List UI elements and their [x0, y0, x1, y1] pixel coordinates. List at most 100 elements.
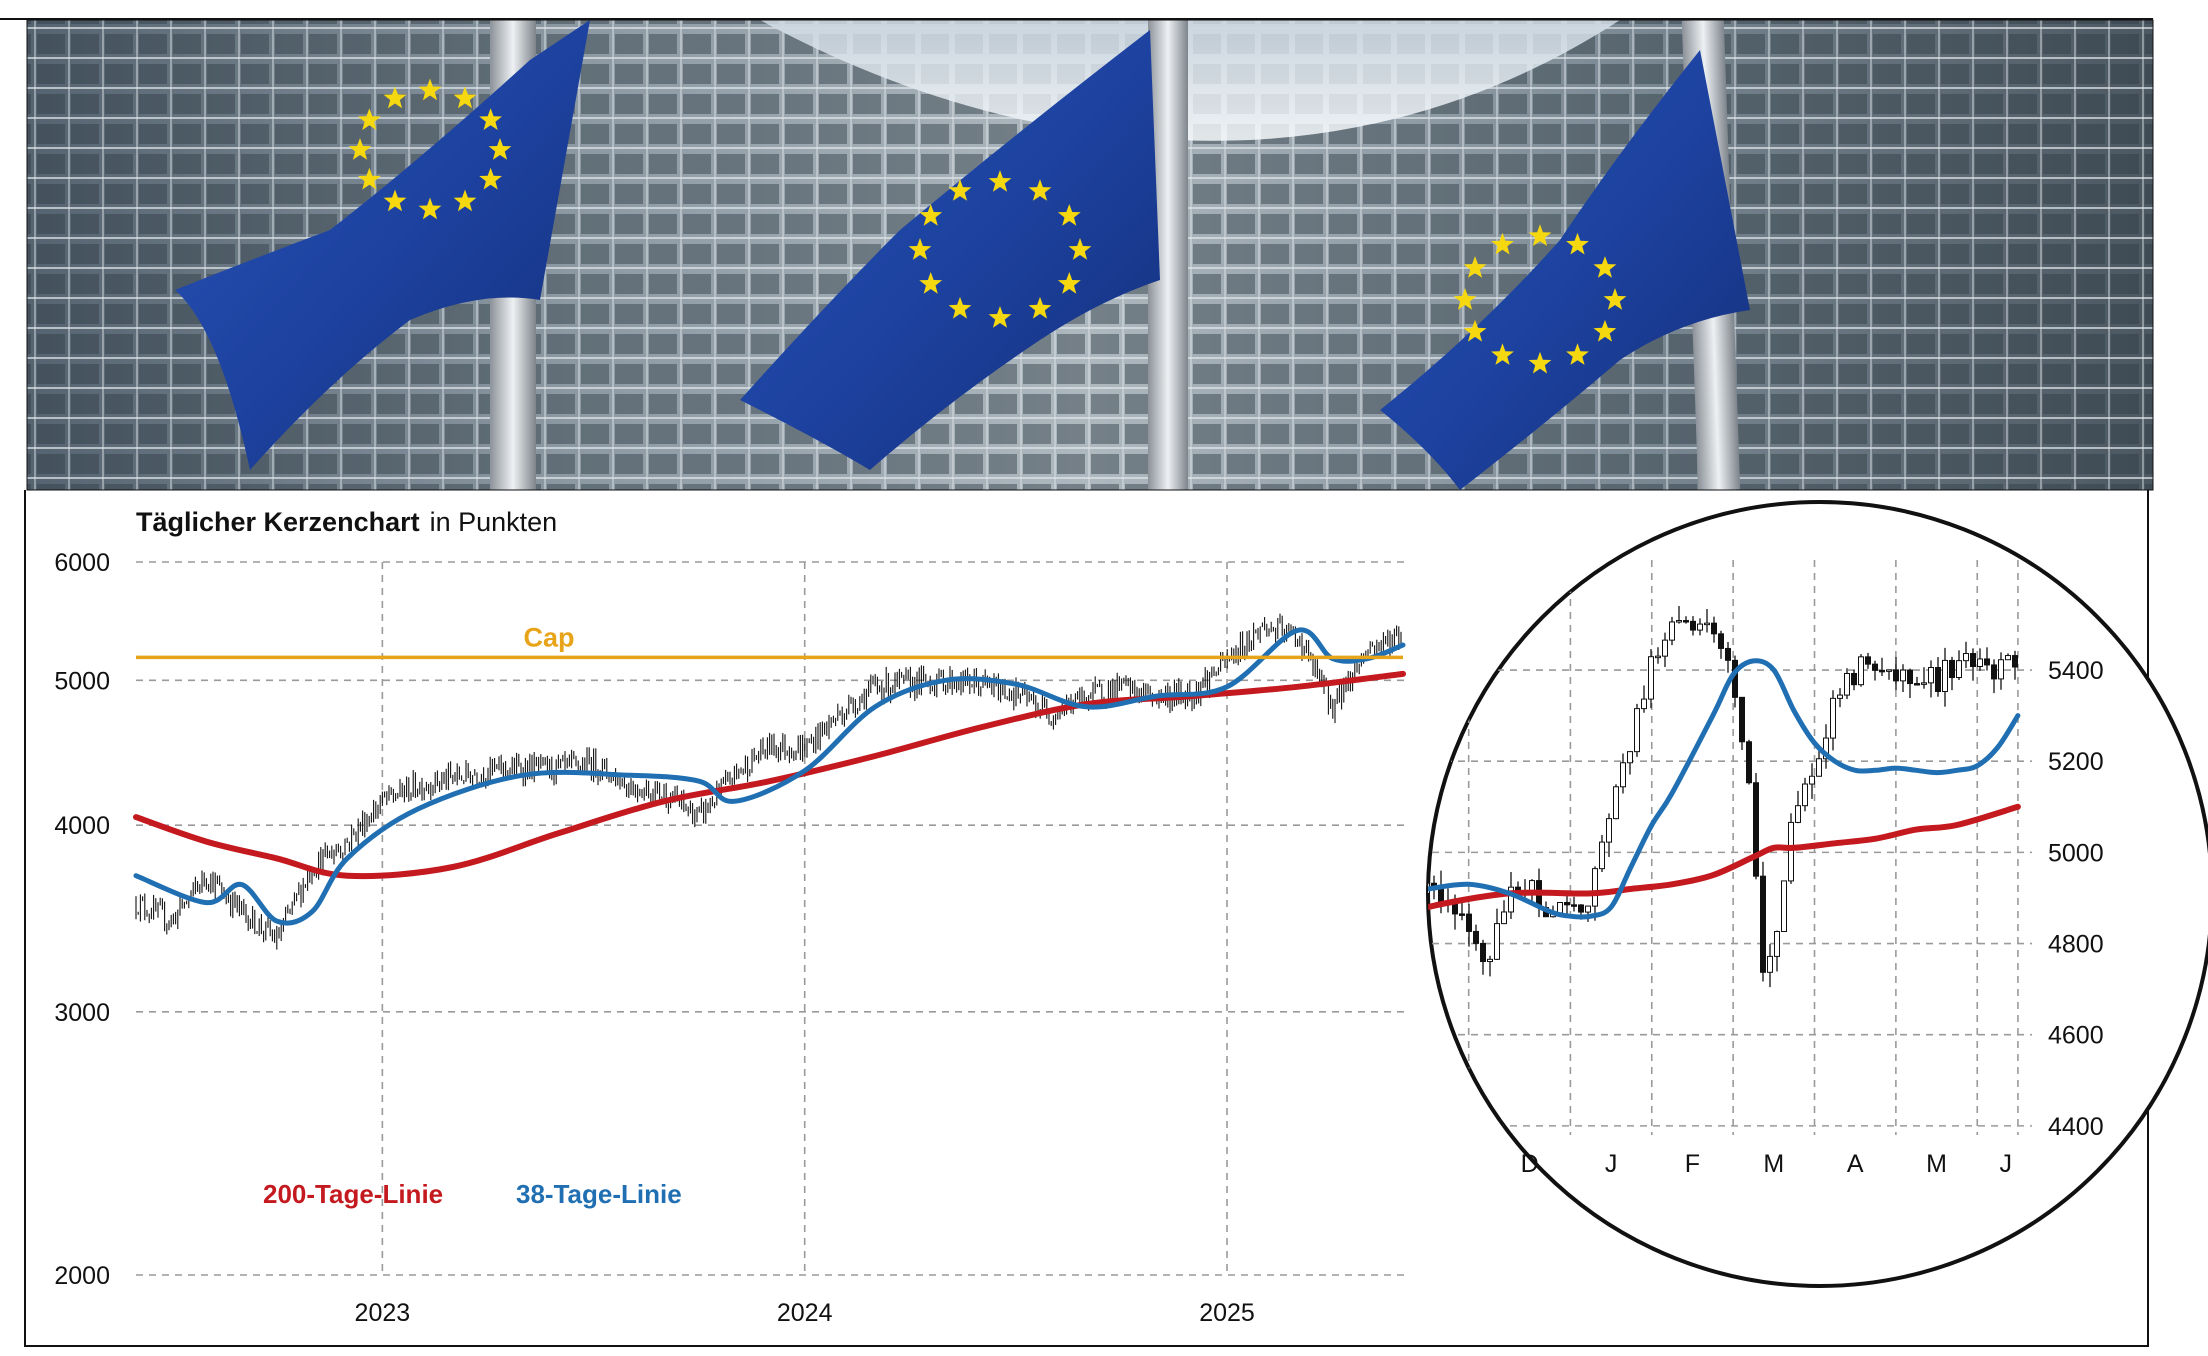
cap-label: Cap: [523, 622, 574, 652]
zoom-candle-body: [1641, 698, 1647, 710]
zoom-candle-body: [1879, 669, 1885, 673]
zoom-candle-body: [1949, 659, 1955, 679]
zoom-candle-body: [1459, 913, 1465, 916]
zoom-candle-body: [1984, 658, 1990, 666]
zoom-candle-body: [1830, 697, 1836, 739]
zoom-candle-body: [1571, 904, 1577, 907]
zoom-candle-body: [1697, 623, 1703, 631]
flag-star: [948, 296, 972, 319]
zoom-candle-body: [2012, 655, 2018, 668]
zoom-candle-body: [1578, 904, 1584, 913]
zoom-candle-body: [1963, 653, 1969, 662]
flag-star: [1453, 288, 1477, 310]
zoom-candle-body: [1914, 683, 1920, 686]
zoom-candle-body: [1564, 902, 1570, 906]
main-x-tick-label: 2024: [777, 1299, 833, 1327]
chart-title: Täglicher Kerzenchart in Punkten: [136, 507, 557, 537]
zoom-candle-body: [1998, 659, 2004, 680]
flag-star: [488, 138, 512, 160]
flag-star: [1463, 256, 1487, 278]
zoom-candle-body: [1977, 658, 1983, 668]
flag-star: [1593, 256, 1617, 278]
zoom-candle-body: [1872, 663, 1878, 671]
flag-star: [1528, 224, 1552, 246]
zoom-candle-body: [1487, 958, 1493, 963]
zoom-x-tick-label: D: [1521, 1150, 1539, 1178]
zoom-x-tick-label: J: [1999, 1150, 2012, 1178]
zoom-candle-body: [1970, 653, 1976, 668]
main-y-tick-label: 5000: [54, 667, 110, 695]
zoom-candle-body: [1865, 656, 1871, 665]
flag-star: [988, 170, 1012, 192]
zoom-candle-body: [1655, 655, 1661, 659]
main-y-tick-label: 3000: [54, 999, 110, 1027]
zoom-candle-body: [1942, 659, 1948, 693]
zoom-candle-body: [1725, 647, 1731, 661]
zoom-y-axis: 4400 4600 4800 5000 5200 5400: [2048, 657, 2104, 1141]
zoom-candle-body: [1585, 905, 1591, 913]
zoom-candle-body: [1508, 886, 1514, 913]
zoom-y-tick-label: 5200: [2048, 748, 2104, 776]
zoom-candles: [1418, 605, 2018, 988]
zoom-candle-body: [1753, 782, 1759, 877]
zoom-y-tick-label: 5400: [2048, 657, 2104, 685]
zoom-x-tick-label: M: [1926, 1150, 1947, 1178]
zoom-candle-body: [1711, 622, 1717, 635]
flag-star: [1491, 232, 1514, 255]
flag-star: [1566, 232, 1589, 255]
zoom-candle-body: [1851, 672, 1857, 686]
flag-star: [479, 167, 502, 190]
zoom-candle-body: [1816, 758, 1822, 777]
zoom-candle-body: [1837, 694, 1843, 699]
flag-star: [948, 179, 972, 201]
zoom-plot: [1418, 560, 2032, 1135]
main-y-tick-label: 2000: [54, 1262, 110, 1290]
flag-star: [348, 138, 372, 160]
flag-star: [1603, 288, 1627, 310]
main-x-axis: 2023 2024 2025: [355, 1299, 1255, 1327]
zoom-candle-body: [1634, 708, 1640, 753]
zoom-ma200-line: [1428, 803, 2021, 919]
flag-star: [919, 272, 943, 294]
zoom-candle-body: [1620, 762, 1626, 788]
zoom-candle-body: [1991, 664, 1997, 680]
flag-star: [383, 189, 407, 212]
zoom-candle-body: [1823, 737, 1829, 760]
zoom-candle-body: [1418, 880, 1423, 894]
legend-ma200: 200-Tage-Linie: [263, 1179, 443, 1209]
zoom-x-tick-label: F: [1685, 1150, 1700, 1178]
legend-ma38: 38-Tage-Linie: [516, 1179, 682, 1209]
zoom-candle-body: [1767, 955, 1773, 973]
zoom-candle-body: [1788, 821, 1794, 882]
flag-star: [453, 86, 477, 109]
zoom-candle-body: [1739, 696, 1745, 743]
chart-title-main: Täglicher Kerzenchart: [136, 507, 420, 537]
photo-frame: [26, 19, 2154, 491]
zoom-candle-body: [1606, 818, 1612, 843]
flag-star: [453, 189, 477, 212]
zoom-candle-body: [1907, 669, 1913, 685]
zoom-candle-body: [1480, 942, 1486, 963]
zoom-candle-body: [1802, 783, 1808, 807]
zoom-candle-body: [1676, 620, 1682, 623]
flag-star: [1528, 351, 1552, 374]
zoom-candle-body: [1921, 682, 1927, 685]
flag-star: [418, 78, 442, 101]
main-y-axis: 2000 3000 4000 5000 6000: [54, 549, 110, 1290]
zoom-candle-body: [1592, 868, 1598, 907]
flag-star: [418, 197, 442, 220]
main-y-tick-label: 4000: [54, 812, 110, 840]
zoom-candle-body: [1893, 669, 1899, 682]
zoom-y-tick-label: 4600: [2048, 1022, 2104, 1050]
zoom-candle-body: [1669, 621, 1675, 641]
zoom-x-tick-label: A: [1847, 1150, 1864, 1178]
zoom-candle-body: [1501, 911, 1507, 925]
flag-star: [1068, 238, 1092, 260]
zoom-candle-body: [1557, 902, 1563, 914]
zoom-candle-body: [1900, 669, 1906, 682]
chart-title-subtitle: in Punkten: [430, 507, 558, 537]
zoom-candle-body: [1690, 620, 1696, 631]
zoom-candle-body: [1781, 880, 1787, 933]
